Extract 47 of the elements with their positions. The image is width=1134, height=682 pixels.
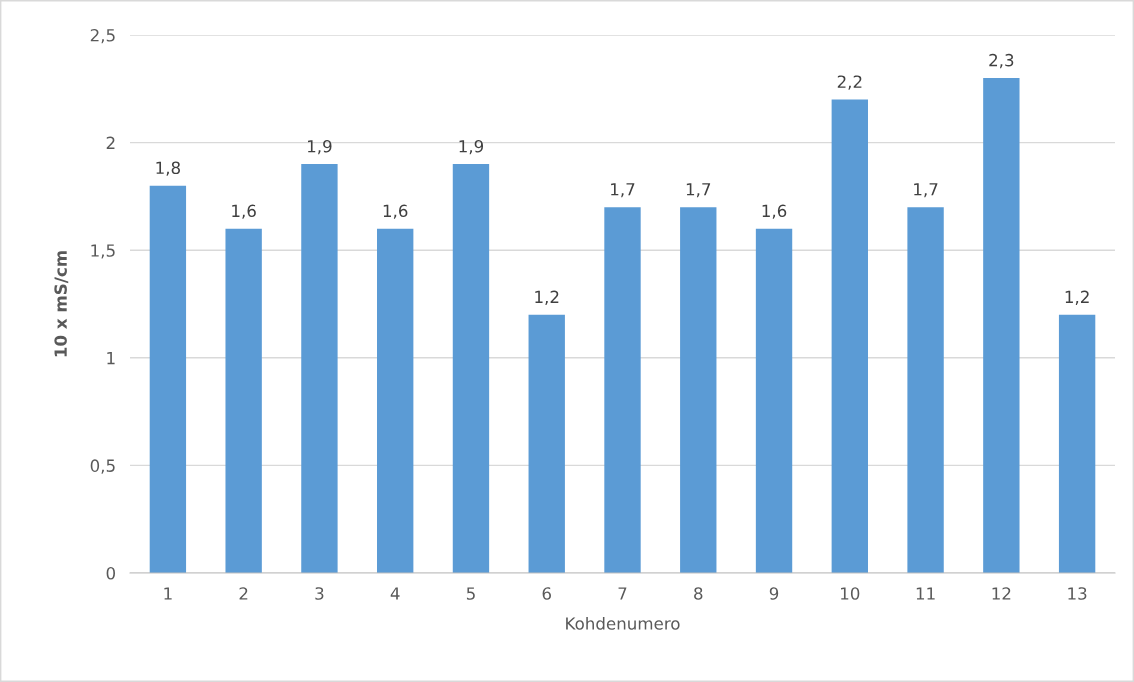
- bar: [452, 164, 490, 573]
- x-tick-label: 3: [315, 587, 324, 600]
- bar: [377, 228, 414, 573]
- x-tick-label: 10: [841, 587, 860, 600]
- x-tick-label: 5: [466, 587, 475, 600]
- y-tick-label: 1: [107, 351, 115, 365]
- data-label: 1,9: [459, 139, 484, 155]
- bar: [149, 185, 187, 573]
- bar: [907, 207, 944, 573]
- y-tick-label: 0,5: [90, 459, 115, 474]
- x-tick-label: 2: [239, 587, 248, 600]
- bar: [604, 207, 641, 573]
- x-axis-title: Kohdenumero: [566, 616, 680, 630]
- bar: [680, 207, 717, 573]
- bar: [301, 164, 338, 573]
- bar: [983, 78, 1020, 573]
- bar: [1058, 314, 1096, 573]
- x-tick-label: 12: [992, 587, 1011, 600]
- data-label: 1,2: [535, 290, 559, 305]
- x-tick-label: 4: [390, 587, 400, 600]
- data-label: 1,7: [611, 183, 635, 198]
- x-tick-label: 7: [618, 587, 627, 600]
- data-label: 1,6: [232, 204, 256, 219]
- data-label: 1,6: [762, 204, 787, 219]
- bar: [225, 228, 262, 573]
- data-label: 1,7: [914, 183, 938, 198]
- data-label: 1,7: [686, 183, 711, 198]
- data-label: 2,2: [837, 75, 862, 90]
- x-tick-label: 8: [694, 587, 703, 600]
- x-tick-label: 6: [542, 587, 551, 600]
- y-tick-label: 1,5: [91, 244, 115, 259]
- data-label: 1,6: [383, 204, 408, 219]
- y-tick-label: 0: [106, 566, 115, 580]
- bar: [528, 314, 565, 573]
- data-label: 2,3: [989, 53, 1014, 69]
- x-tick-label: 11: [916, 587, 935, 600]
- x-tick-label: 1: [164, 587, 172, 600]
- data-label: 1,9: [308, 139, 332, 155]
- bar: [831, 99, 868, 573]
- y-tick-label: 2,5: [90, 28, 115, 44]
- bar: [755, 228, 793, 573]
- x-tick-label: 9: [769, 587, 779, 600]
- data-label: 1,8: [156, 161, 180, 176]
- x-tick-label: 13: [1068, 587, 1087, 600]
- y-tick-label: 2: [106, 136, 115, 149]
- data-label: 1,2: [1065, 290, 1089, 305]
- y-axis-title: 10 x mS/cm: [54, 251, 69, 357]
